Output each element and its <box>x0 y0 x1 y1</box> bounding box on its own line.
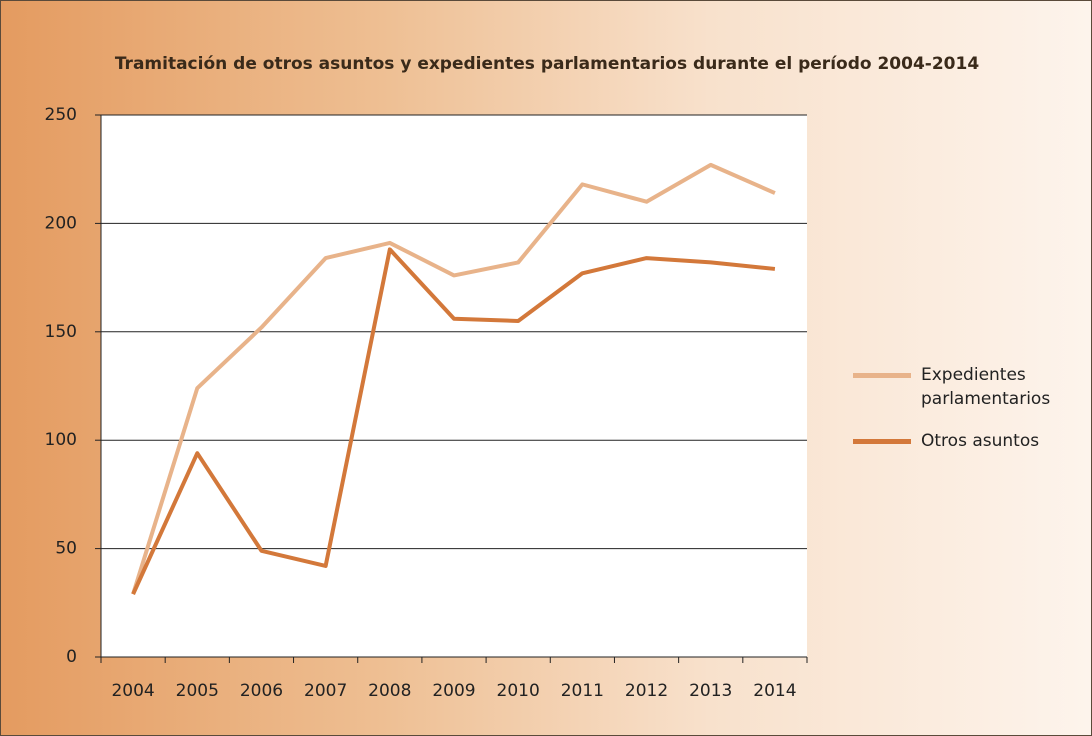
x-tick-label: 2013 <box>689 681 732 701</box>
plot-area <box>101 115 807 657</box>
legend-swatch <box>853 439 911 444</box>
y-tick-label: 200 <box>45 213 77 233</box>
y-tick-label: 250 <box>45 105 77 125</box>
x-tick-label: 2008 <box>368 681 411 701</box>
x-tick-label: 2009 <box>432 681 475 701</box>
x-tick-label: 2011 <box>561 681 604 701</box>
x-tick-label: 2014 <box>753 681 796 701</box>
series-line <box>131 162 776 595</box>
legend: Expedientes parlamentarios Otros asuntos <box>853 363 1073 471</box>
legend-label: Otros asuntos <box>921 431 1040 451</box>
x-tick-label: 2010 <box>497 681 540 701</box>
y-tick-label: 150 <box>45 322 77 342</box>
x-tick-label: 2005 <box>176 681 219 701</box>
y-tick-label: 50 <box>55 539 77 559</box>
x-tick-label: 2004 <box>111 681 154 701</box>
y-tick-label: 100 <box>45 430 77 450</box>
series-line <box>131 247 776 595</box>
legend-label: Expedientes parlamentarios <box>921 365 1051 409</box>
x-tick-label: 2012 <box>625 681 668 701</box>
x-tick-label: 2006 <box>240 681 283 701</box>
y-tick-label: 0 <box>66 647 77 667</box>
chart-title: Tramitación de otros asuntos y expedient… <box>115 54 979 74</box>
legend-entry: Otros asuntos <box>853 429 1073 453</box>
legend-swatch <box>853 373 911 378</box>
legend-entry: Expedientes parlamentarios <box>853 363 1073 411</box>
x-tick-label: 2007 <box>304 681 347 701</box>
